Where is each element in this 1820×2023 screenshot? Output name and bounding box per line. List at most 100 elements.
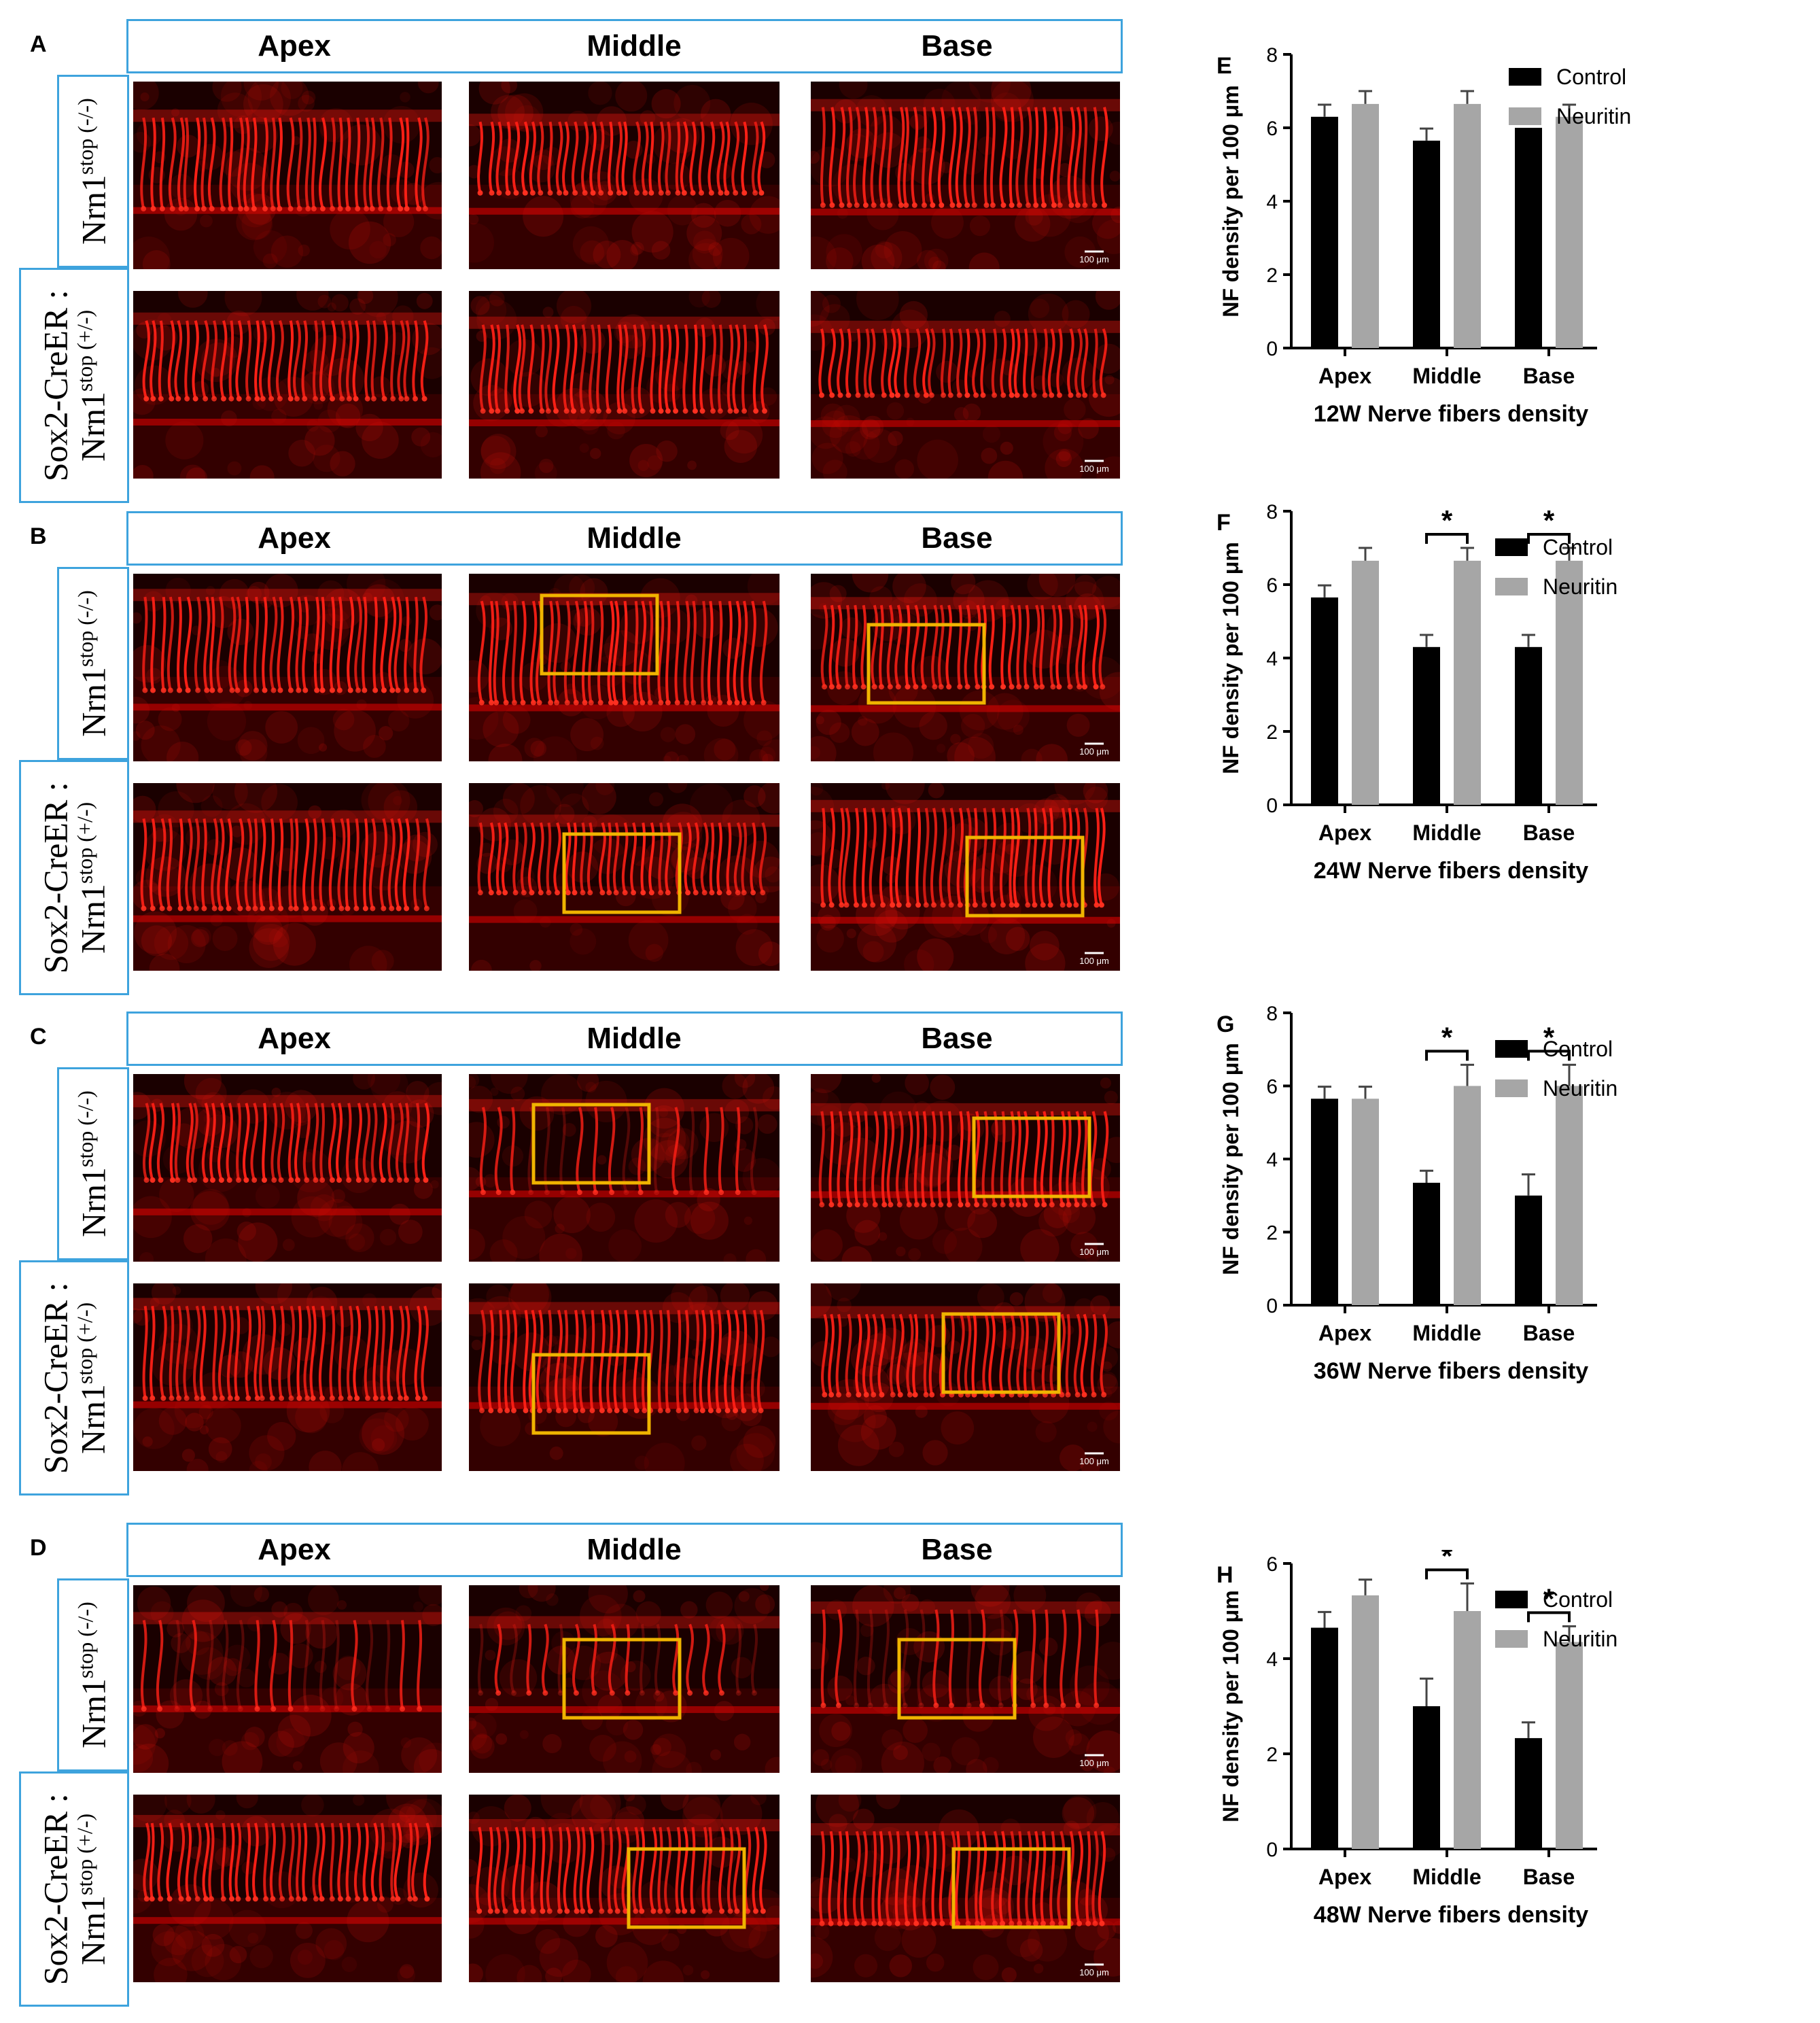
micrograph-image [133,783,442,971]
y-tick-label: 8 [1266,44,1278,67]
bar-neuritin-apex [1352,103,1379,348]
fluorescence-image: 100 μm [811,1585,1120,1773]
significance-star: * [1543,1021,1555,1053]
panel-letter: D [30,1535,47,1561]
bar-control-middle [1413,140,1440,348]
micrograph-image [133,1585,442,1773]
y-tick-label: 0 [1266,1295,1278,1317]
bar-neuritin-base [1556,1086,1583,1305]
y-tick-label: 0 [1266,1839,1278,1861]
highlight-box [972,1116,1091,1198]
micrograph-image [133,1795,442,1982]
significance-star: * [1543,504,1555,536]
x-tick-label: Apex [1318,364,1371,388]
gene-label: Nrn1stop (+/-) [72,1793,111,1985]
legend-swatch [1509,107,1541,125]
micrograph-image [469,783,780,971]
error-bar [1460,90,1474,104]
fluorescence-image: 100 μm [811,1283,1120,1471]
bar-neuritin-base [1556,560,1583,805]
bar-neuritin-middle [1454,103,1481,348]
genotype-superscript: stop (-/-) [73,98,98,175]
significance-star: * [1441,1021,1453,1053]
row-label-text: Sox2-CreER : Nrn1stop (+/-) [37,290,111,481]
x-tick-label: Apex [1318,1321,1371,1345]
y-tick-label: 2 [1266,1744,1278,1766]
error-bar [1318,1610,1331,1628]
gene-label: Nrn1stop (+/-) [72,782,111,973]
bar-control-apex [1311,1627,1338,1849]
column-label-apex: Apex [258,1533,331,1566]
legend-label-control: Control [1543,1587,1613,1612]
row-label-sox2-creer: Sox2-CreER : Nrn1stop (+/-) [19,1260,129,1495]
micrograph-image: 100 μm [811,783,1120,971]
row-label-text: Sox2-CreER : Nrn1stop (+/-) [37,1793,111,1985]
x-tick-label: Apex [1318,1865,1371,1889]
highlight-box [562,1638,682,1720]
error-bar [1562,1063,1576,1086]
fluorescence-image [469,1795,780,1982]
bar-neuritin-apex [1352,1595,1379,1849]
bar-control-middle [1413,646,1440,805]
highlight-box [897,1638,1017,1720]
x-tick-label: Middle [1412,1865,1481,1889]
micrograph-image [469,291,780,479]
legend-swatch [1495,1591,1528,1608]
bar-control-middle [1413,1182,1440,1305]
y-tick-label: 8 [1266,1003,1278,1025]
bar-control-apex [1311,116,1338,349]
column-label-middle: Middle [587,1533,682,1566]
fluorescence-image: 100 μm [811,574,1120,761]
legend-swatch [1495,1079,1528,1097]
highlight-box [531,1353,651,1435]
error-bar [1420,127,1433,141]
significance-bracket [1527,1611,1571,1623]
micrograph-image [469,1795,780,1982]
error-bar [1562,103,1576,117]
gene-name: Nrn1 [74,175,113,245]
highlight-box [627,1847,746,1929]
error-bar [1460,1582,1474,1611]
column-label-apex: Apex [258,1022,331,1055]
fluorescence-image [133,783,442,971]
column-header: Apex Middle Base [126,19,1123,73]
highlight-box [531,1103,651,1185]
column-label-base: Base [921,1022,993,1055]
gene-name: Nrn1 [74,1167,113,1237]
x-tick-label: Middle [1412,364,1481,388]
bar-chart-48w: H 0 2 4 6 NF density per 100 μm Apex Middle * Bas… [1217,1550,1617,1928]
bar-chart-12w: E 0 2 4 6 8 NF density per 100 μm Apex Middle Bas… [1217,44,1631,427]
driver-line-label: Sox2-CreER : [36,1282,75,1474]
column-label-apex: Apex [258,29,331,63]
micrograph-image [133,574,442,761]
row-label-sox2-creer: Sox2-CreER : Nrn1stop (+/-) [19,760,129,995]
column-label-middle: Middle [587,1022,682,1055]
y-axis-label: NF density per 100 μm [1219,1043,1243,1275]
column-label-middle: Middle [587,29,682,63]
panel-letter: B [30,523,47,549]
y-tick-label: 4 [1266,648,1278,670]
fluorescence-image [133,1795,442,1982]
row-label-text: Sox2-CreER : Nrn1stop (+/-) [36,1282,111,1474]
error-bar [1562,547,1576,561]
micrograph-image [133,1283,442,1471]
micrograph-image: 100 μm [811,1283,1120,1471]
bar-neuritin-middle [1454,560,1481,805]
bar-control-base [1515,1195,1542,1305]
genotype-superscript: stop (-/-) [73,1090,98,1168]
bar-neuritin-base [1556,1642,1583,1849]
bar-chart-24w: F 0 2 4 6 8 NF density per 100 μm Apex Middle * Ba… [1217,501,1617,884]
y-tick-label: 6 [1266,1553,1278,1576]
significance-star: * [1441,504,1453,536]
highlight-box [941,1312,1061,1394]
micrograph-image: 100 μm [811,574,1120,761]
column-label-base: Base [921,521,993,555]
error-bar [1359,547,1372,561]
fluorescence-image [133,291,442,479]
legend-label-neuritin: Neuritin [1543,1076,1617,1101]
x-tick-label: Base [1523,1865,1575,1889]
highlight-box [951,1847,1071,1929]
y-axis-label: NF density per 100 μm [1219,1590,1243,1822]
micrograph-image [133,1074,442,1262]
gene-name: Nrn1 [73,1383,111,1454]
